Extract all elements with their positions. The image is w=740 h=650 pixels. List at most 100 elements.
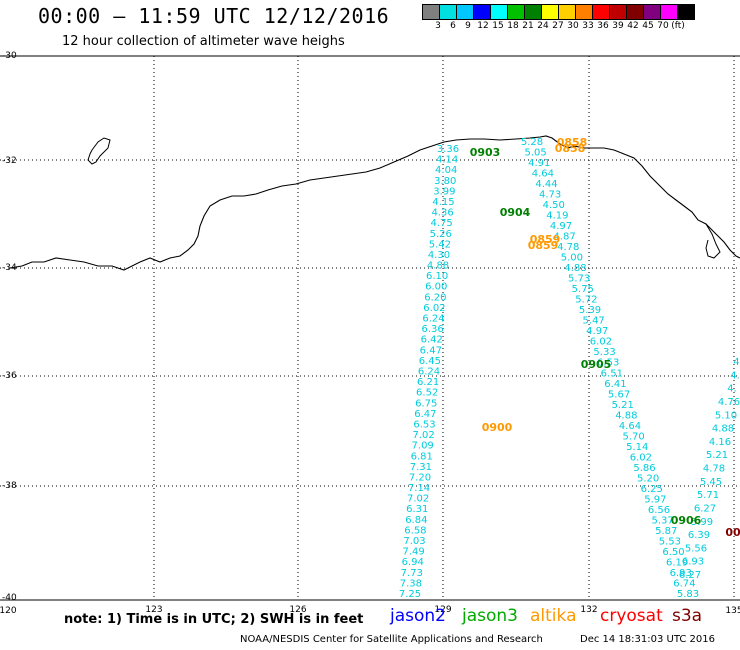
legend-entry-jason3: jason3	[462, 606, 518, 626]
wave-height-value: 5.73	[568, 274, 590, 285]
wave-height-value: 5.87	[655, 526, 677, 537]
wave-height-value: 6.27	[694, 503, 716, 514]
coastline	[9, 135, 740, 271]
wave-height-value: 4.50	[543, 200, 565, 211]
wave-height-value: 6.75	[415, 398, 437, 409]
wave-height-value: 6.45	[419, 356, 441, 367]
color-swatch	[677, 4, 695, 20]
wave-height-value: 6.02	[590, 337, 612, 348]
longitude-label: 135	[725, 606, 740, 616]
wave-height-value: 6.84	[405, 515, 427, 526]
footnote: note: 1) Time is in UTC; 2) SWH is in fe…	[64, 612, 364, 627]
color-scale-label: 42	[627, 21, 639, 31]
color-scale-labels: 3 6 9 12 15 18 21 24 27 30 33 36 39 42 45 70 (ft)	[422, 21, 740, 35]
wave-height-value: 6.41	[604, 379, 626, 390]
wave-height-value: 6.24	[422, 314, 444, 325]
color-scale-label: 45	[642, 21, 654, 31]
wave-height-value: 5.53	[659, 536, 681, 547]
wave-height-value: 5.42	[429, 239, 451, 250]
wave-height-value: 6.36	[421, 324, 443, 335]
pass-time-label: 0906	[671, 514, 702, 527]
wave-height-value: 6.93	[682, 557, 704, 568]
color-scale-label: 27	[552, 21, 564, 31]
wave-height-value: 6.00	[425, 282, 447, 293]
latitude-label: -38	[2, 481, 17, 491]
wave-height-value: 6.94	[402, 557, 424, 568]
wave-height-value: 4.97	[550, 221, 572, 232]
wave-height-value: 6.31	[406, 504, 428, 515]
pass-time-label: 0858	[557, 136, 588, 149]
wave-height-value: 5.05	[524, 148, 546, 159]
wave-height-value: 4.64	[619, 421, 641, 432]
color-scale-label: 39	[612, 21, 624, 31]
wave-height-value: 6.02	[423, 303, 445, 314]
wave-height-value: 4.88	[427, 261, 449, 272]
wave-height-value: 5.14	[626, 442, 648, 453]
wave-height-value: 4.14	[436, 155, 458, 166]
wave-height-value: 7.03	[403, 536, 425, 547]
color-scale-label: 3	[435, 21, 441, 31]
wave-height-value: 5.21	[706, 450, 728, 461]
wave-height-value: 5.20	[637, 473, 659, 484]
wave-height-value: 4.64	[532, 169, 554, 180]
wave-height-value: 5.28	[521, 137, 543, 148]
map-title: 00:00 – 11:59 UTC 12/12/2016	[38, 4, 390, 28]
wave-height-value: 5.75	[572, 284, 594, 295]
color-scale-label: 12	[477, 21, 489, 31]
latitude-label: -34	[2, 263, 17, 273]
wave-height-value: 6.25	[641, 484, 663, 495]
wave-height-value: 4.78	[703, 464, 725, 475]
satellite-tracks: 3.364.144.043.803.994.154.364.755.265.42…	[399, 136, 740, 600]
coastline-east	[705, 223, 721, 259]
wave-height-value: 4.88	[615, 410, 637, 421]
wave-height-value: 7.73	[401, 568, 423, 579]
wave-height-value: 7.25	[399, 589, 421, 600]
color-scale	[422, 4, 695, 20]
color-scale-label: 24	[537, 21, 549, 31]
wave-height-value: 5.56	[685, 543, 707, 554]
wave-height-value: 6.50	[662, 547, 684, 558]
wave-height-value: 7.02	[407, 494, 429, 505]
timestamp-text: Dec 14 18:31:03 UTC 2016	[580, 634, 715, 645]
wave-height-value: 4.04	[435, 165, 457, 176]
wave-height-value: 3.36	[437, 144, 459, 155]
wave-height-value: 5.99	[691, 517, 713, 528]
wave-height-value: 5.72	[575, 295, 597, 306]
legend-entry-altika: altika	[530, 606, 577, 626]
color-scale-label: 33	[582, 21, 594, 31]
wave-height-value: 4.36	[431, 208, 453, 219]
wave-height-value: 5.97	[644, 494, 666, 505]
map-subtitle: 12 hour collection of altimeter wave hei…	[62, 34, 345, 49]
wave-height-value: 6.27	[679, 570, 701, 581]
wave-height-value: 3.99	[433, 186, 455, 197]
wave-height-value: 5.45	[700, 477, 722, 488]
wave-height-value: 6.10	[426, 271, 448, 282]
wave-height-value: 4.16	[709, 437, 731, 448]
wave-height-value: 6.39	[688, 530, 710, 541]
wave-height-value: 7.49	[402, 547, 424, 558]
pass-time-label: 0859	[528, 239, 559, 252]
color-scale-label: 70	[657, 21, 669, 31]
wave-height-value: 5.86	[633, 463, 655, 474]
wave-height-value: 4.30	[428, 250, 450, 261]
wave-height-value: 4.44	[535, 179, 557, 190]
wave-height-value: 4.76	[718, 397, 740, 408]
wave-height-value: 6.24	[418, 367, 440, 378]
latitude-label: -40	[2, 593, 17, 603]
color-scale-label: 15	[492, 21, 504, 31]
wave-height-value: 6.81	[411, 451, 433, 462]
wave-height-value: 5.47	[583, 316, 605, 327]
wave-height-value: 5.71	[697, 490, 719, 501]
pass-time-label: 0903	[470, 146, 501, 159]
wave-height-value: 5.33	[593, 347, 615, 358]
color-scale-label: 21	[522, 21, 534, 31]
wave-height-value: 4.78	[557, 242, 579, 253]
wave-height-value: 6.20	[424, 292, 446, 303]
color-scale-label: 30	[567, 21, 579, 31]
wave-height-value: 4.91	[528, 158, 550, 169]
wave-height-value: 7.14	[408, 483, 430, 494]
pass-time-label: 0904	[500, 206, 531, 219]
wave-height-value: 7.38	[400, 578, 422, 589]
wave-height-value: 6.58	[404, 525, 426, 536]
